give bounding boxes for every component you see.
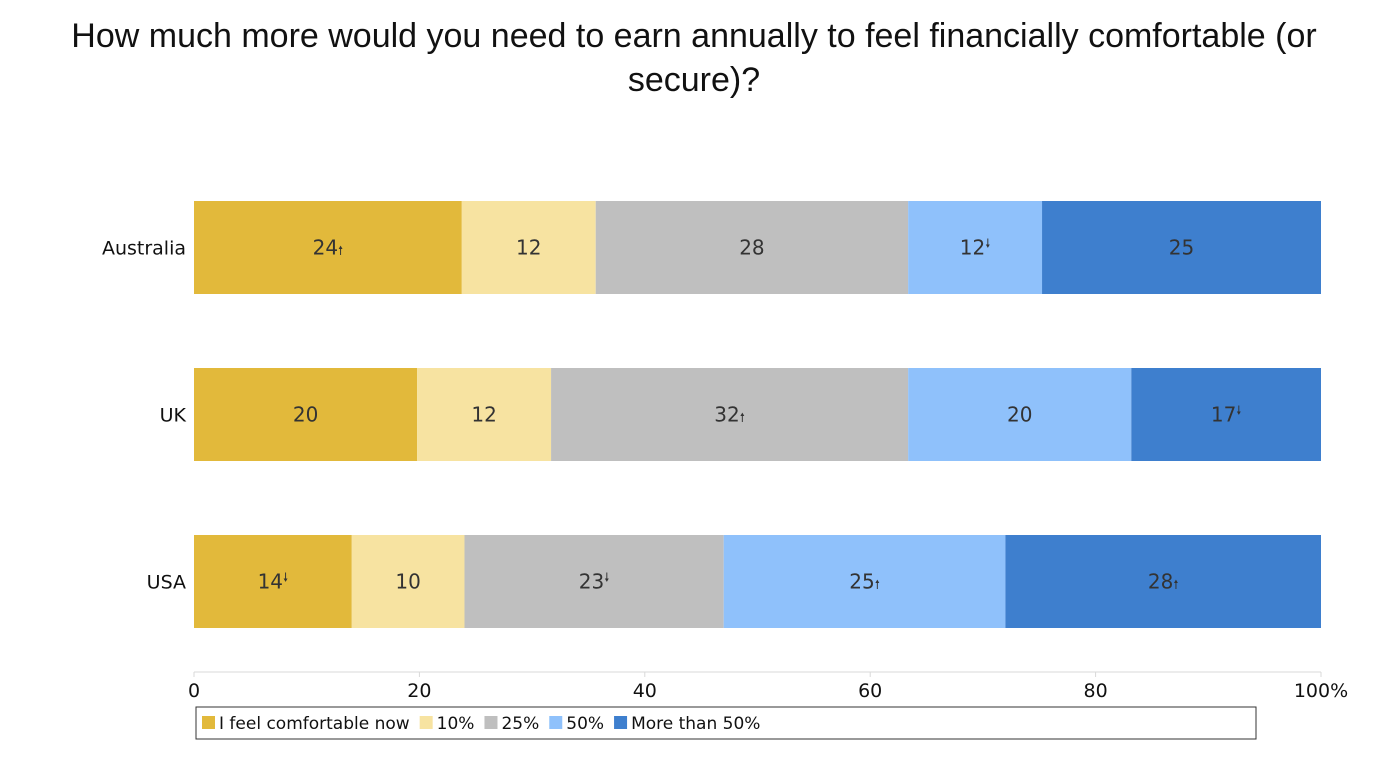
arrow-down-icon: 🠗 [604,571,609,585]
bar-segment [461,201,596,294]
legend-entry: More than 50% [631,714,760,734]
bar-segment [194,368,418,461]
arrow-up-icon: 🠕 [740,411,745,425]
bar-segment [1042,201,1321,294]
bar-segment [194,535,352,628]
x-tick-label: 100% [1294,680,1348,702]
bar-segment [723,535,1006,628]
data-label: 12 [471,403,496,427]
legend-swatch [614,716,628,729]
data-label: 17🠗 [1211,403,1242,427]
bar-segment [908,201,1043,294]
arrow-down-icon: 🠗 [985,237,990,251]
bar-segment [1005,535,1321,628]
data-label: 14🠗 [258,570,289,594]
arrow-up-icon: 🠕 [1173,578,1178,592]
arrow-up-icon: 🠕 [875,578,880,592]
bar-segment [194,201,462,294]
legend-swatch [549,716,563,729]
chart-title-line-2: secure)? [627,61,761,99]
x-tick-label: 80 [1084,680,1108,702]
bar-segment [417,368,552,461]
legend-entry: 10% [437,714,475,734]
arrow-down-icon: 🠗 [283,571,288,585]
data-label: 28 [739,236,764,260]
x-tick-label: 40 [633,680,657,702]
data-label: 12 [516,236,541,260]
arrow-down-icon: 🠗 [1236,404,1241,418]
legend-box [195,706,1257,740]
bar-segment [595,201,909,294]
category-label: UK [160,405,187,427]
bar-segment [464,535,724,628]
legend-entry: 50% [566,714,604,734]
category-label: USA [147,572,186,594]
chart-title: How much more would you need to earn ann… [0,14,1388,102]
x-tick-label: 20 [407,680,431,702]
category-label: Australia [102,238,186,260]
x-tick-label: 0 [188,680,200,702]
bar-segment [908,368,1132,461]
legend-swatch [419,716,433,729]
legend-entry: 25% [501,714,539,734]
chart-title-line-1: How much more would you need to earn ann… [71,17,1317,55]
bar-segment [351,535,465,628]
bar-segment [1131,368,1321,461]
data-label: 20 [1007,403,1032,427]
data-label: 10 [395,570,420,594]
legend-swatch [484,716,498,729]
data-label: 20 [293,403,318,427]
legend-swatch [202,716,215,729]
legend-entry: I feel comfortable now [219,714,410,734]
arrow-up-icon: 🠕 [338,244,343,258]
data-label: 25 [1169,236,1194,260]
x-tick-label: 60 [858,680,882,702]
bar-segment [551,368,909,461]
